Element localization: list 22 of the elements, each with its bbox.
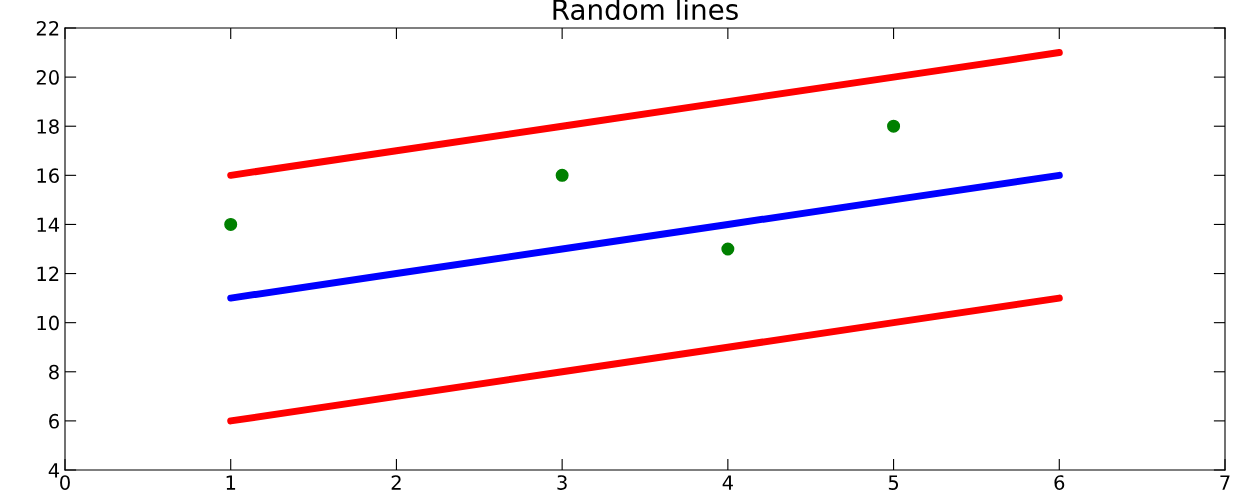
point [555, 168, 569, 182]
x-tick-label: 5 [888, 475, 899, 490]
y-tick-label: 14 [37, 217, 60, 232]
y-tick-label: 20 [36, 70, 59, 85]
y-tick-label: 18 [37, 119, 59, 134]
y-tick-label: 16 [37, 168, 59, 183]
x-tick-label: 2 [391, 475, 401, 490]
y-tick-label: 6 [49, 413, 59, 429]
x-tick-label: 4 [722, 475, 733, 490]
x-tick-label: 6 [1054, 475, 1065, 490]
y-tick-label: 10 [37, 315, 59, 331]
y-tick-label: 4 [48, 463, 60, 478]
x-tick-label: 7 [1220, 475, 1230, 490]
point [224, 217, 238, 231]
y-tick-label: 8 [49, 364, 59, 380]
y-tick-label: 22 [36, 20, 59, 36]
x-tick-label: 0 [60, 475, 70, 490]
y-tick-label: 12 [37, 266, 59, 281]
x-tick-label: 3 [557, 475, 567, 490]
x-tick-label: 1 [226, 475, 236, 490]
point [721, 242, 735, 256]
point [887, 119, 901, 133]
